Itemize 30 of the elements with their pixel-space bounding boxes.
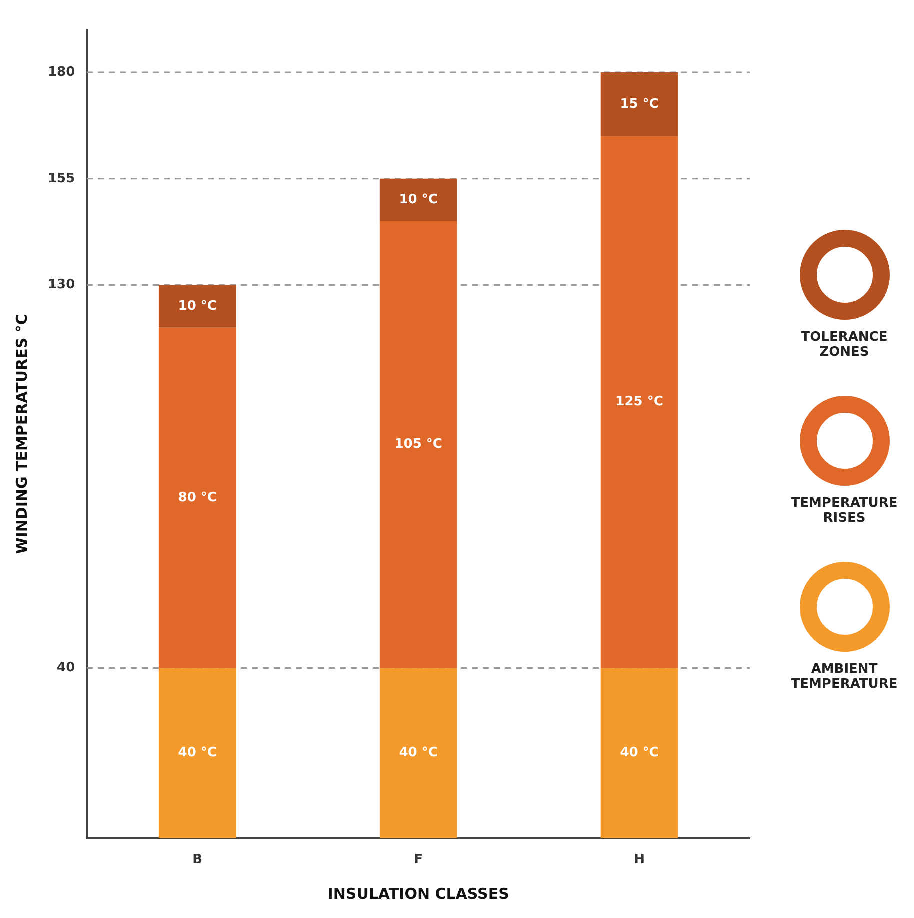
x-tick-label: H: [634, 852, 645, 868]
data-label: 40 °C: [620, 746, 659, 761]
x-tick-label: F: [414, 852, 424, 868]
y-tick-label: 155: [48, 171, 76, 186]
data-label: 125 °C: [616, 394, 664, 410]
text: AMBIENT TEMPERATURE: [790, 662, 899, 692]
bar: [600, 668, 678, 838]
bar: [158, 285, 236, 328]
text: TEMPERATURE RISES: [790, 496, 899, 526]
y-tick-label: 180: [48, 64, 76, 80]
bar: [158, 328, 236, 668]
bar: [380, 221, 458, 668]
data-label: 15 °C: [620, 96, 659, 112]
data-label: 40 °C: [178, 746, 217, 761]
text: TOLERANCE ZONES: [800, 330, 889, 360]
y-axis-title: WINDING TEMPERATURES °C: [12, 314, 31, 554]
data-label: 10 °C: [178, 298, 217, 314]
bar: [380, 178, 458, 222]
data-label: 105 °C: [394, 437, 442, 452]
bar: [600, 72, 678, 136]
data-label: 80 °C: [178, 490, 217, 506]
bar: [158, 668, 236, 838]
bar: [380, 668, 458, 838]
bar: [600, 136, 678, 668]
x-tick-label: B: [192, 852, 203, 868]
data-label: 40 °C: [399, 746, 438, 761]
data-label: 10 °C: [399, 192, 438, 208]
y-tick-label: 130: [48, 278, 76, 293]
x-axis-title: INSULATION CLASSES: [328, 884, 510, 903]
y-tick-label: 40: [57, 660, 76, 676]
